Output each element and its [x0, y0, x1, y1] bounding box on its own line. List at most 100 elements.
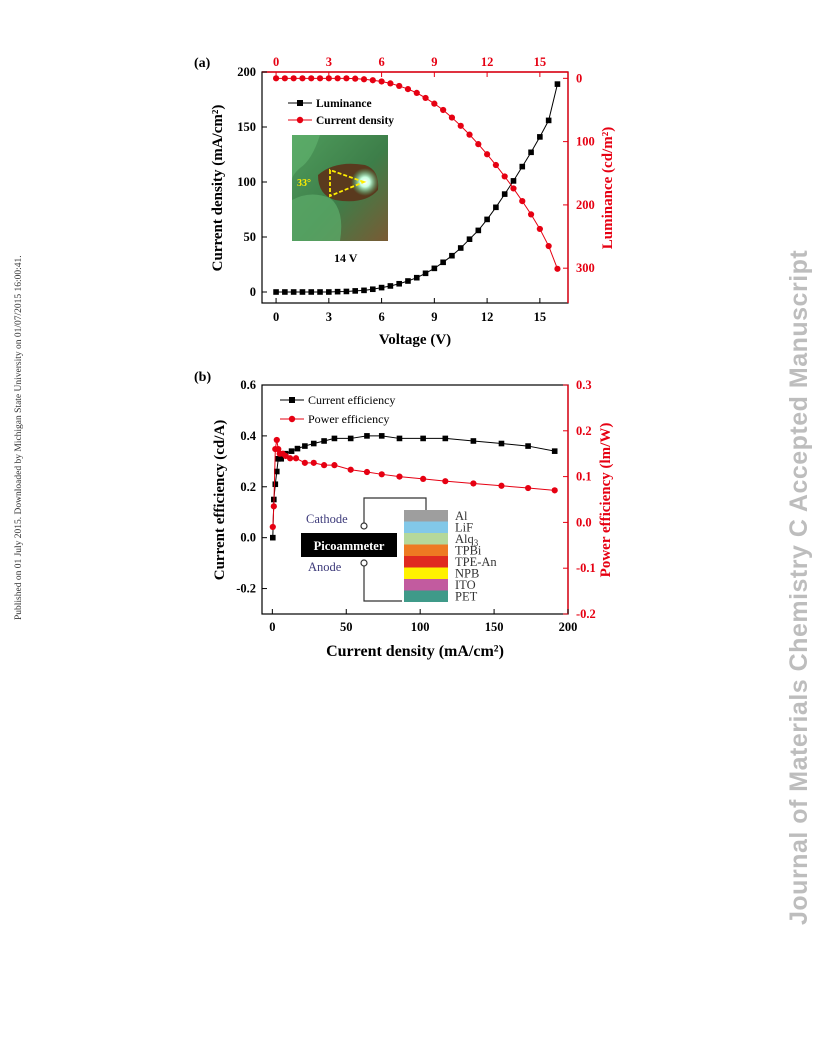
data-point — [273, 468, 280, 475]
y-left-tick-label: 0.6 — [240, 378, 256, 392]
x-tick-label: 12 — [481, 310, 494, 324]
data-point — [405, 278, 411, 284]
data-point — [387, 80, 394, 87]
data-point — [299, 75, 306, 82]
data-point — [308, 75, 315, 82]
data-point — [420, 435, 426, 442]
data-point — [537, 134, 543, 140]
y-right-tick-label: 0.2 — [576, 424, 592, 438]
x-tick-label: 0 — [273, 310, 279, 324]
x-tick-label: 9 — [431, 310, 437, 324]
data-point — [317, 289, 323, 295]
panel-b-y-left-ticks: -0.2 0.0 0.2 0.4 0.6 — [236, 378, 267, 596]
data-point — [364, 433, 370, 439]
panel-a-x-label: Voltage (V) — [379, 332, 451, 348]
data-point — [396, 473, 403, 480]
legend-label-luminance: Luminance — [316, 98, 372, 110]
panel-a-label: (a) — [194, 56, 211, 71]
y-left-tick-label: 200 — [237, 65, 256, 79]
data-point — [272, 481, 279, 488]
data-point — [457, 122, 464, 129]
picoammeter-label: Picoammeter — [314, 539, 385, 553]
data-point — [361, 287, 367, 294]
x-top-tick-label: 0 — [273, 55, 279, 69]
panel-b-label: (b) — [194, 370, 211, 385]
legend-marker-current-efficiency — [289, 397, 295, 403]
data-point — [321, 438, 327, 444]
x-top-tick-label: 3 — [326, 55, 332, 69]
panel-a-series — [272, 75, 561, 295]
panel-b-y-right-ticks: -0.2 -0.1 0.0 0.1 0.2 0.3 — [563, 378, 596, 621]
photo-caption: 14 V — [334, 251, 358, 265]
layer-npb — [404, 567, 448, 579]
data-point — [551, 448, 558, 454]
y-left-tick-label: 0.2 — [240, 480, 256, 494]
layer-tpe-an — [404, 556, 448, 568]
layer-ito — [404, 579, 448, 591]
layer-tpbi — [404, 544, 448, 556]
panel-b-series — [269, 433, 558, 541]
data-point — [343, 75, 350, 82]
data-point — [501, 191, 508, 197]
layer-pet — [404, 590, 448, 602]
data-point — [466, 236, 473, 242]
data-point — [294, 445, 301, 452]
y-left-tick-label: 100 — [237, 175, 256, 189]
y-right-tick-label: 200 — [576, 198, 595, 212]
layer-lif — [404, 521, 448, 533]
panel-b-x-label: Current density (mA/cm²) — [326, 643, 504, 660]
data-point — [347, 435, 354, 442]
x-tick-label: 50 — [340, 620, 353, 634]
y-right-tick-label: 0.3 — [576, 378, 592, 392]
x-top-tick-label: 6 — [378, 55, 384, 69]
x-top-tick-label: 12 — [481, 55, 494, 69]
data-point — [310, 459, 317, 466]
data-point — [470, 480, 477, 487]
layer-al — [404, 510, 448, 522]
data-point — [270, 503, 277, 510]
data-point — [343, 288, 350, 295]
y-right-tick-label: 0.0 — [576, 515, 592, 529]
data-point — [269, 534, 276, 541]
angle-label: 33° — [297, 178, 311, 189]
layer-label: PET — [455, 590, 478, 604]
data-point — [320, 462, 328, 469]
legend-label-current-density: Current density — [316, 115, 394, 127]
device-photo-inset: 33° — [292, 135, 388, 241]
glove-palm — [292, 194, 342, 241]
data-point — [545, 242, 552, 250]
data-point — [484, 216, 490, 223]
cathode-wire — [363, 497, 427, 523]
x-tick-label: 6 — [378, 310, 384, 324]
data-point — [498, 482, 505, 489]
data-point — [275, 455, 282, 462]
legend-label-current-efficiency: Current efficiency — [308, 393, 395, 407]
legend-marker-luminance — [297, 100, 303, 106]
data-point — [422, 270, 429, 277]
data-point — [334, 75, 341, 82]
data-point — [510, 178, 517, 184]
data-point — [292, 455, 300, 462]
data-point — [288, 448, 295, 454]
data-point — [457, 245, 464, 251]
data-point — [413, 274, 420, 281]
data-point — [442, 435, 449, 442]
panel-a-legend: Luminance Current density — [288, 98, 394, 127]
data-point — [360, 76, 368, 83]
data-point — [347, 466, 354, 473]
x-tick-label: 3 — [326, 310, 332, 324]
layer-label: ITO — [455, 578, 476, 592]
anode-terminal — [360, 559, 368, 567]
data-point — [273, 436, 280, 444]
anode-label: Anode — [308, 560, 342, 574]
x-tick-label: 0 — [269, 620, 275, 634]
y-right-tick-label: -0.2 — [576, 607, 596, 621]
layer-label: Al — [455, 509, 468, 523]
layer-label: TPE-An — [455, 555, 497, 569]
legend-marker-power-efficiency — [288, 415, 296, 423]
data-point — [378, 284, 385, 291]
panel-a-y-right-label: Luminance (cd/m²) — [600, 127, 616, 249]
y-left-tick-label: 50 — [244, 230, 257, 244]
data-point — [449, 252, 455, 259]
